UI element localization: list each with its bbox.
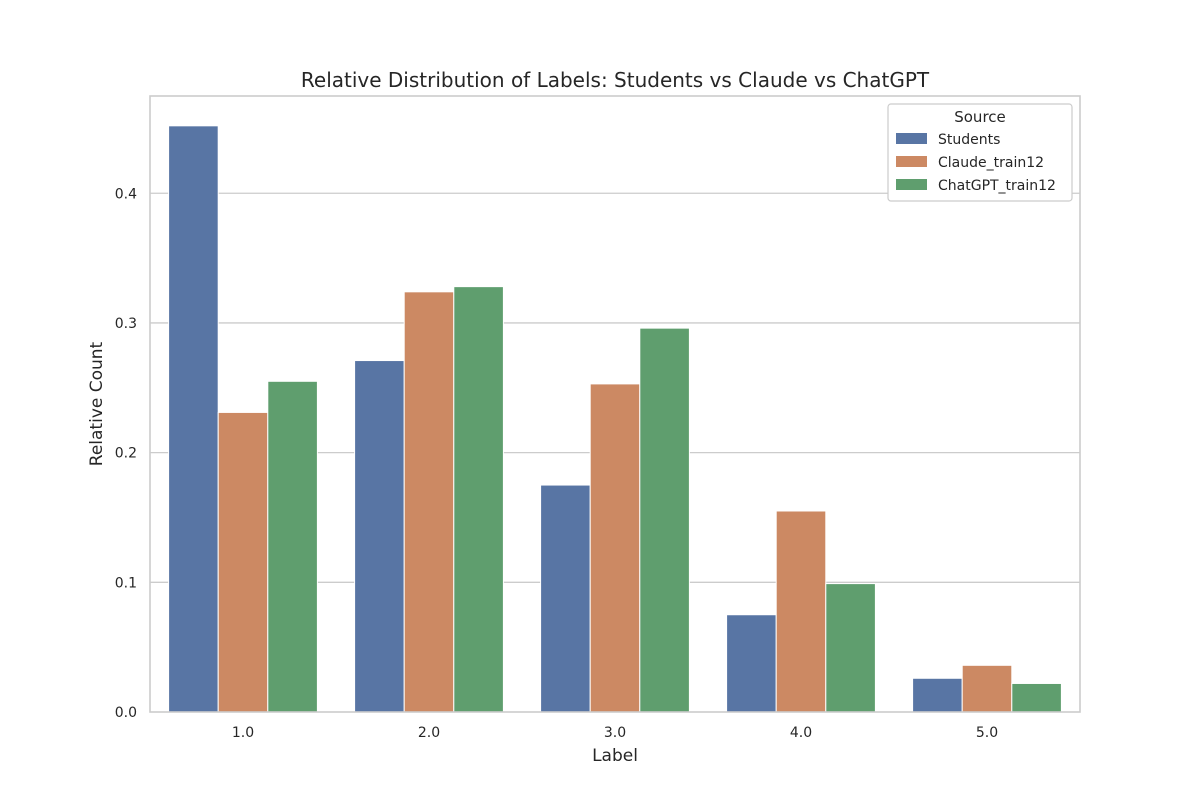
y-tick-label: 0.2 [115,446,137,462]
legend-title: Source [954,108,1006,126]
legend: Source Students Claude_train12 ChatGPT_tra… [887,103,1073,202]
x-tick-label: 3.0 [604,725,626,741]
legend-swatch [896,133,927,144]
legend-box [887,103,1073,202]
y-tick-label: 0.0 [115,705,137,721]
y-axis-label: Relative Count [87,341,107,466]
legend-swatch [896,156,927,167]
bar-students-4-0 [726,614,777,713]
bar-claude-train12-4-0 [775,510,827,713]
bars [168,125,1062,713]
bar-chatgpt-train12-1-0 [267,380,318,713]
bar-students-2-0 [354,360,405,713]
x-axis-label: Label [592,746,638,766]
bar-students-5-0 [912,677,963,713]
y-tick-label: 0.1 [115,575,137,591]
bar-students-1-0 [168,125,219,713]
legend-swatch [896,179,927,190]
plot-frame [149,95,1081,713]
y-axis-ticks: 0.0 0.1 0.2 0.3 0.4 [115,186,137,721]
x-tick-label: 4.0 [790,725,812,741]
y-tick-label: 0.3 [115,316,137,332]
x-tick-label: 2.0 [418,725,440,741]
x-axis-ticks: 1.0 2.0 3.0 4.0 5.0 [232,725,998,741]
bar-claude-train12-2-0 [403,291,455,713]
legend-entry-label: Students [938,132,1000,148]
bar-chatgpt-train12-3-0 [639,327,690,713]
bar-claude-train12-1-0 [217,411,269,713]
bar-chatgpt-train12-2-0 [453,286,504,713]
bar-claude-train12-3-0 [589,383,641,713]
bar-chatgpt-train12-5-0 [1011,682,1062,713]
legend-entry-label: ChatGPT_train12 [938,178,1056,194]
x-tick-label: 1.0 [232,725,254,741]
bar-claude-train12-5-0 [961,664,1013,713]
y-tick-label: 0.4 [115,186,137,202]
chart-title: Relative Distribution of Labels: Student… [301,68,930,92]
legend-entry-label: Claude_train12 [938,155,1044,171]
bar-students-3-0 [540,484,591,713]
x-tick-label: 5.0 [976,725,998,741]
bar-chatgpt-train12-4-0 [825,583,876,713]
